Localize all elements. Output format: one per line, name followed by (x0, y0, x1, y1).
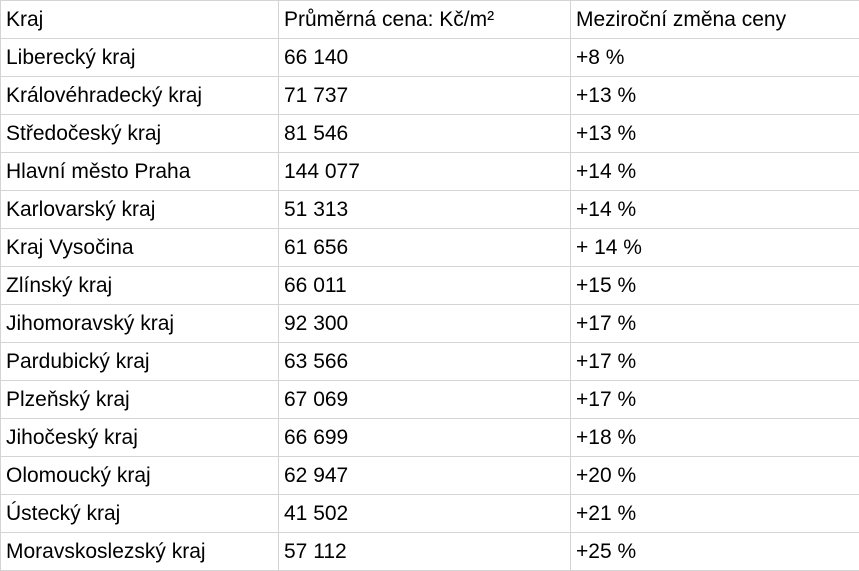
cell: +14 % (571, 191, 859, 229)
cell: 81 546 (279, 115, 571, 153)
cell: Královéhradecký kraj (1, 77, 279, 115)
cell: 92 300 (279, 305, 571, 343)
cell: 63 566 (279, 343, 571, 381)
cell: +17 % (571, 343, 859, 381)
cell: 71 737 (279, 77, 571, 115)
cell: Kraj Vysočina (1, 229, 279, 267)
cell: Karlovarský kraj (1, 191, 279, 229)
cell: 57 112 (279, 533, 571, 571)
cell: 144 077 (279, 153, 571, 191)
cell: + 14 % (571, 229, 859, 267)
header-cell: Kraj (1, 1, 279, 39)
cell: Olomoucký kraj (1, 457, 279, 495)
cell: +15 % (571, 267, 859, 305)
cell: 51 313 (279, 191, 571, 229)
cell: 41 502 (279, 495, 571, 533)
cell: +13 % (571, 115, 859, 153)
cell: +14 % (571, 153, 859, 191)
cell: Středočeský kraj (1, 115, 279, 153)
header-cell: Průměrná cena: Kč/m² (279, 1, 571, 39)
cell: +8 % (571, 39, 859, 77)
cell: Jihočeský kraj (1, 419, 279, 457)
header-cell: Meziroční změna ceny (571, 1, 859, 39)
cell: Moravskoslezský kraj (1, 533, 279, 571)
cell: 66 140 (279, 39, 571, 77)
cell: 66 011 (279, 267, 571, 305)
cell: Zlínský kraj (1, 267, 279, 305)
cell: +13 % (571, 77, 859, 115)
cell: Liberecký kraj (1, 39, 279, 77)
cell: +20 % (571, 457, 859, 495)
cell: 66 699 (279, 419, 571, 457)
cell: +18 % (571, 419, 859, 457)
cell: Jihomoravský kraj (1, 305, 279, 343)
cell: +17 % (571, 381, 859, 419)
cell: +21 % (571, 495, 859, 533)
cell: Ústecký kraj (1, 495, 279, 533)
cell: Plzeňský kraj (1, 381, 279, 419)
cell: 67 069 (279, 381, 571, 419)
cell: +25 % (571, 533, 859, 571)
cell: +17 % (571, 305, 859, 343)
cell: Hlavní město Praha (1, 153, 279, 191)
cell: Pardubický kraj (1, 343, 279, 381)
cell: 61 656 (279, 229, 571, 267)
cell: 62 947 (279, 457, 571, 495)
